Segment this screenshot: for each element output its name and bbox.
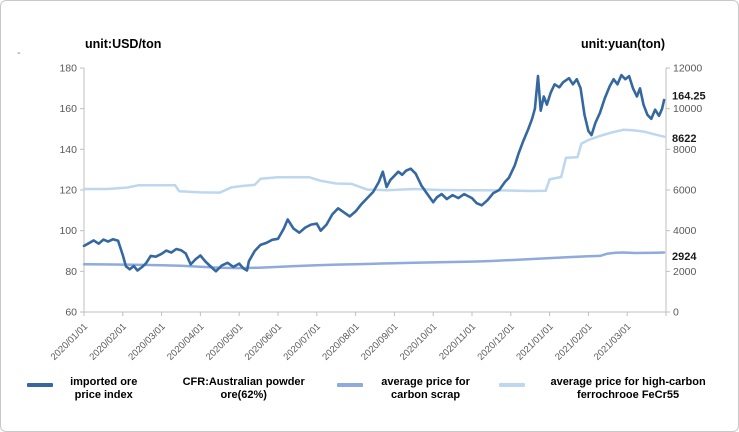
series-end-label-imported-ore-price-index: 164.25	[672, 91, 706, 103]
corner-mark: -	[17, 47, 21, 59]
series-line-average-price-for-carbon-scrap	[82, 251, 666, 270]
x-axis-label: 2020/06/01	[243, 321, 284, 362]
legend-item-ferrochrome: average price for high-carbon ferrochroo…	[499, 376, 727, 402]
right-axis-tick-label: 12000	[673, 63, 702, 75]
price-chart-svg: 180 160 140 120 100 80 60 12000 10000 8000 6000 400…	[49, 63, 706, 363]
left-axis-tick-label: 120	[59, 185, 77, 197]
x-axis-label: 2020/08/01	[320, 321, 361, 362]
x-axis-label: 2020/03/01	[126, 321, 167, 362]
right-axis-tick-label: 10000	[673, 103, 702, 115]
series-line-imported-ore-price-index	[82, 73, 666, 273]
right-axis-tick-label: 0	[673, 307, 679, 319]
legend-marker-imported-ore	[27, 383, 53, 387]
series-end-label-average-price-for-carbon-scrap: 2924	[672, 251, 697, 263]
legend-item-carbon-scrap: average price for carbon scrap	[337, 376, 484, 402]
left-axis-tick-label: 100	[59, 225, 77, 237]
left-axis-unit-label: unit:USD/ton	[85, 37, 162, 51]
x-axis-label: 2020/02/01	[88, 321, 129, 362]
legend-item-imported-ore: imported ore price index	[27, 376, 150, 402]
x-axis-label: 2020/10/01	[398, 321, 439, 362]
series-line-average-price-for-high-carbon-ferrochrooe-fecr55	[82, 128, 666, 194]
x-axis-label: 2020/09/01	[359, 321, 400, 362]
legend-marker-ferrochrome	[499, 383, 526, 387]
x-axis-label: 2020/11/01	[437, 321, 478, 362]
x-axis-label: 2020/05/01	[204, 321, 245, 362]
legend-marker-carbon-scrap	[337, 383, 364, 387]
x-axis-label: 2021/03/01	[592, 321, 633, 362]
x-axis-label: 2021/02/01	[553, 321, 594, 362]
right-axis-tick-label: 4000	[673, 225, 697, 237]
right-axis-tick-label: 2000	[673, 266, 697, 278]
left-axis-tick-label: 60	[65, 307, 77, 319]
left-axis-tick-label: 180	[59, 63, 77, 75]
x-axis-label: 2020/01/01	[49, 321, 90, 362]
x-axis-label: 2020/12/01	[476, 321, 517, 362]
legend-label-imported-ore: imported ore price index	[70, 376, 138, 401]
right-axis-tick-label: 6000	[673, 185, 697, 197]
chart-legend: imported ore price index CFR:Australian …	[27, 376, 727, 402]
left-axis-tick-label: 160	[59, 103, 77, 115]
right-axis-unit-label: unit:yuan(ton)	[581, 37, 666, 51]
legend-label-ferrochrome: average price for high-carbon ferrochroo…	[550, 376, 706, 401]
legend-label-cfr-australian-powder-ore: CFR:Australian powder ore(62%)	[182, 376, 305, 401]
x-axis-label: 2020/07/01	[282, 321, 323, 362]
x-axis-label: 2021/01/01	[514, 321, 555, 362]
series-end-label-average-price-for-high-carbon-ferrochrooe-fecr55: 8622	[672, 133, 696, 145]
right-axis-tick-label: 8000	[673, 144, 697, 156]
left-axis-tick-label: 80	[65, 266, 77, 278]
legend-label-carbon-scrap: average price for carbon scrap	[381, 376, 470, 401]
left-axis-tick-label: 140	[59, 144, 77, 156]
x-axis-label: 2020/04/01	[165, 321, 206, 362]
legend-item-cfr-australian-powder-ore: CFR:Australian powder ore(62%)	[165, 376, 322, 402]
